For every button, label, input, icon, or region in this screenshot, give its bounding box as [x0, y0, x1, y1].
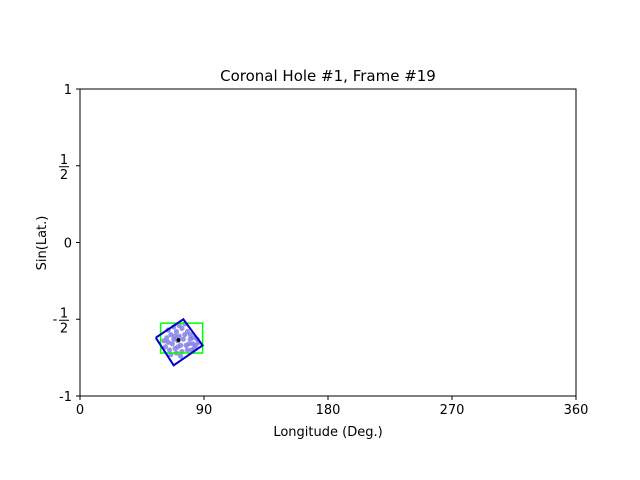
x-tick-label: 180: [316, 403, 341, 418]
hole-pixel-point: [172, 333, 178, 339]
y-tick-label: 1: [64, 83, 72, 98]
hole-pixel-point: [165, 339, 171, 345]
hole-pixel-point: [176, 322, 182, 328]
x-axis: 0 90 180 270 360: [76, 396, 589, 418]
hole-pixel-point: [166, 347, 173, 353]
axes-frame: [79, 88, 577, 397]
hole-pixel-point: [169, 341, 175, 347]
y-tick-numerator: 1: [60, 153, 68, 168]
y-tick-numerator: 1: [60, 306, 68, 321]
hole-pixel-point: [176, 333, 182, 339]
hole-pixel-point: [175, 344, 181, 350]
hole-pixel-point: [162, 344, 169, 350]
hole-pixel-point: [177, 353, 184, 359]
x-tick-label: 90: [196, 403, 213, 418]
y-tick-sign: -: [53, 312, 58, 327]
y-tick-label: -12: [53, 306, 69, 336]
hole-pixel-point: [173, 328, 180, 335]
y-tick-denominator: 2: [60, 168, 68, 183]
x-axis-label: Longitude (Deg.): [273, 425, 382, 440]
x-tick-label: 270: [440, 403, 465, 418]
hole-pixel-point: [187, 332, 193, 338]
plot-marks: [154, 317, 205, 367]
centroid-point: [176, 337, 181, 342]
y-tick-label: 0: [64, 237, 72, 252]
x-tick-label: 360: [564, 403, 589, 418]
hole-pixel-point: [184, 347, 191, 353]
rotated-box: [154, 317, 205, 367]
y-tick-label: -1: [59, 390, 72, 405]
chart-title: Coronal Hole #1, Frame #19: [220, 67, 436, 85]
hole-pixel-point: [187, 336, 193, 342]
hole-pixel-point: [180, 336, 186, 342]
x-tick-label: 0: [76, 403, 84, 418]
y-tick-label: 12: [59, 153, 69, 183]
hole-pixel-point: [161, 338, 167, 344]
hole-pixel-point: [168, 332, 174, 338]
bounding-box: [159, 322, 204, 354]
hole-pixel-point: [190, 341, 196, 347]
hole-pixel-point: [183, 342, 189, 348]
y-tick-denominator: 2: [60, 321, 68, 336]
hole-pixel-point: [182, 332, 188, 338]
y-axis-label: Sin(Lat.): [35, 216, 50, 271]
